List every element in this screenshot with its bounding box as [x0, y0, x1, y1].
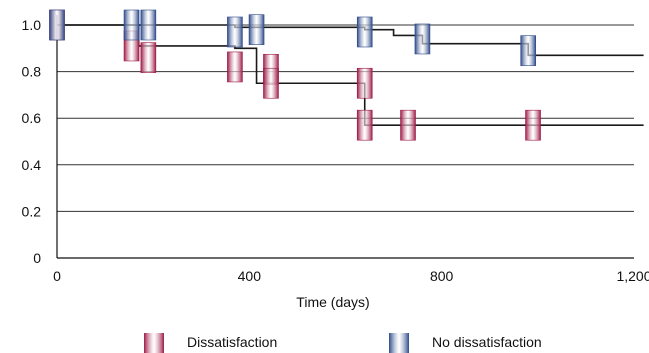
censor-marker-no-dissatisfaction	[123, 9, 140, 41]
legend-swatch-dissatisfaction	[144, 333, 164, 353]
y-tick-label: 0.8	[22, 64, 42, 80]
censor-marker-no-dissatisfaction	[140, 9, 157, 41]
censor-marker-dissatisfaction	[263, 67, 279, 99]
y-tick-label: 0.2	[22, 203, 42, 219]
legend: Dissatisfaction No dissatisfaction	[144, 333, 542, 353]
y-tick-label: 0.6	[22, 110, 42, 126]
censor-marker-dissatisfaction	[140, 42, 157, 73]
censor-marker-no-dissatisfaction	[49, 9, 65, 41]
legend-item-dissatisfaction: Dissatisfaction	[144, 333, 277, 353]
censor-marker-dissatisfaction	[356, 67, 373, 99]
x-tick-label: 0	[53, 268, 61, 284]
legend-item-no-dissatisfaction: No dissatisfaction	[389, 333, 542, 353]
censor-marker-dissatisfaction	[227, 51, 243, 83]
censor-marker-dissatisfaction	[356, 109, 373, 141]
censor-marker-dissatisfaction	[400, 109, 416, 141]
censor-marker-no-dissatisfaction	[520, 35, 537, 66]
x-tick-label: 1,200	[616, 268, 649, 284]
legend-label-dissatisfaction: Dissatisfaction	[187, 334, 277, 350]
axes	[56, 15, 634, 259]
markers-group	[49, 9, 541, 141]
censor-marker-no-dissatisfaction	[227, 16, 243, 48]
x-tick-label: 800	[430, 268, 454, 284]
censor-marker-dissatisfaction	[525, 109, 541, 141]
censor-marker-no-dissatisfaction	[356, 16, 373, 48]
legend-label-no-dissatisfaction: No dissatisfaction	[432, 334, 542, 350]
y-tick-label: 1.0	[22, 17, 42, 33]
y-tick-label: 0	[33, 250, 41, 266]
x-tick-label: 400	[238, 268, 262, 284]
legend-swatch-no-dissatisfaction	[389, 333, 409, 353]
censor-marker-no-dissatisfaction	[414, 23, 431, 55]
x-axis-title: Time (days)	[296, 294, 369, 310]
y-tick-label: 0.4	[22, 157, 42, 173]
tick-labels: 0 0.2 0.4 0.6 0.8 1.0 0 400 800 1,200	[22, 17, 649, 284]
censor-marker-no-dissatisfaction	[248, 14, 265, 45]
